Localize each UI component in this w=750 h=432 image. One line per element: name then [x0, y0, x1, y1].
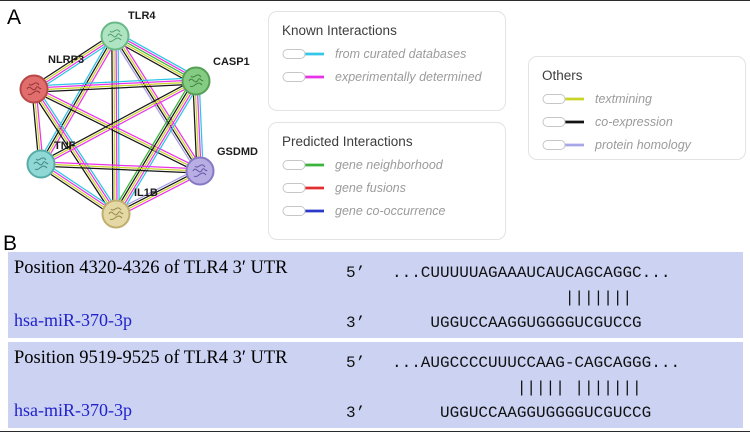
edge-NLRP3-IL1B	[30, 86, 120, 217]
legend-item: from curated databases	[282, 47, 492, 61]
node-GSDMD: GSDMD	[185, 146, 258, 186]
legend-item-label: protein homology	[595, 138, 691, 152]
alignment-sequences: 5’ ...AUGCCCCUUUCCAAG-CAGCAGGG... ||||| |…	[346, 347, 743, 422]
edge-color-swatch-icon	[542, 117, 584, 127]
alignment-sequences: 5’ ...CUUUUUAGAAAUCAUCAGCAGGC... ||||||| 3…	[346, 257, 743, 332]
protein-structure-icon	[107, 29, 123, 43]
node-TLR4: TLR4	[100, 10, 156, 51]
utr-position-label: Position 9519-9525 of TLR4 3′ UTR	[14, 348, 288, 368]
protein-structure-icon	[188, 74, 204, 88]
edge-TLR4-NLRP3	[31, 32, 118, 93]
alignment-left-column: Position 9519-9525 of TLR4 3′ UTR hsa-miR…	[8, 347, 346, 422]
legend-item-label: from curated databases	[335, 47, 467, 61]
mirna-sequence: UGGUCCAAGGUGGGGUCGUCCG	[392, 404, 652, 422]
node-NLRP3: NLRP3	[19, 54, 84, 104]
legend-item-label: experimentally determined	[335, 70, 482, 84]
node-label: TLR4	[128, 10, 156, 22]
node-IL1B: IL1B	[101, 187, 158, 229]
pairing-line: ||||| |||||||	[346, 372, 743, 397]
legend-items: from curated databases experimentally det…	[282, 47, 492, 84]
five-prime-label: 5’	[346, 354, 366, 372]
legend-title: Known Interactions	[282, 23, 397, 38]
mirna-seq-line: 3’ UGGUCCAAGGUGGGGUCGUCCG	[346, 307, 743, 332]
edge-NLRP3-GSDMD	[32, 86, 202, 174]
pairing-bars: |||||||	[392, 289, 633, 307]
edge-CASP1-IL1B	[111, 78, 201, 217]
alignment-row: Position 4320-4326 of TLR4 3′ UTR hsa-miR…	[8, 252, 743, 338]
five-prime-label: 5’	[346, 264, 366, 282]
legend-others: Others textmining co-expression protein ho…	[528, 56, 746, 160]
legend-item: gene fusions	[282, 181, 492, 195]
alignment-left-column: Position 4320-4326 of TLR4 3′ UTR hsa-miR…	[8, 257, 346, 332]
node-label: IL1B	[134, 187, 158, 199]
legend-item-label: textmining	[595, 92, 652, 106]
legend-item: gene co-occurrence	[282, 204, 492, 218]
node-label: CASP1	[213, 56, 250, 68]
target-seq-line: 5’ ...AUGCCCCUUUCCAAG-CAGCAGGG...	[346, 347, 743, 372]
edge-color-swatch-icon	[282, 183, 324, 193]
legend-item-label: gene fusions	[335, 181, 406, 195]
alignment-row: Position 9519-9525 of TLR4 3′ UTR hsa-miR…	[8, 342, 743, 428]
legend-items: textmining co-expression protein homology	[542, 92, 732, 152]
legend-item: protein homology	[542, 138, 732, 152]
edge-TNF-GSDMD	[40, 161, 201, 174]
node-label: NLRP3	[48, 54, 84, 66]
targetscan-alignment: Position 4320-4326 of TLR4 3′ UTR hsa-miR…	[8, 252, 743, 431]
edge-CASP1-TNF	[39, 78, 198, 167]
edge-TNF-IL1B	[38, 160, 119, 218]
edge-CASP1-GSDMD	[192, 80, 204, 172]
edge-color-swatch-icon	[282, 160, 324, 170]
mirna-sequence: UGGUCCAAGGUGGGGUCGUCCG	[392, 314, 642, 332]
protein-structure-icon	[192, 164, 208, 178]
panel-b-label: B	[3, 232, 18, 255]
three-prime-label: 3’	[346, 404, 366, 422]
legend-item: co-expression	[542, 115, 732, 129]
edge-TLR4-TNF	[37, 34, 119, 166]
legend-item-label: gene neighborhood	[335, 158, 443, 172]
legend-title: Predicted Interactions	[282, 134, 413, 149]
legend-predicted-interactions: Predicted Interactions gene neighborhood…	[268, 122, 506, 240]
target-sequence: ...AUGCCCCUUUCCAAG-CAGCAGGG...	[392, 354, 681, 372]
node-label: TNF	[54, 140, 76, 152]
edge-color-swatch-icon	[282, 206, 324, 216]
panel-a-label: A	[7, 6, 22, 29]
edge-color-swatch-icon	[542, 140, 584, 150]
utr-position-label: Position 4320-4326 of TLR4 3′ UTR	[14, 258, 288, 278]
mirna-name: hsa-miR-370-3p	[14, 310, 132, 330]
target-seq-line: 5’ ...CUUUUUAGAAAUCAUCAGCAGGC...	[346, 257, 743, 282]
protein-structure-icon	[26, 82, 42, 96]
edge-NLRP3-CASP1	[33, 77, 197, 93]
node-TNF: TNF	[26, 140, 76, 179]
legend-item: gene neighborhood	[282, 158, 492, 172]
pairing-line: |||||||	[346, 282, 743, 307]
node-CASP1: CASP1	[181, 56, 250, 96]
edge-color-swatch-icon	[542, 94, 584, 104]
pairing-bars: ||||| |||||||	[392, 379, 642, 397]
mirna-seq-line: 3’ UGGUCCAAGGUGGGGUCGUCCG	[346, 397, 743, 422]
legend-item: experimentally determined	[282, 70, 492, 84]
mirna-name: hsa-miR-370-3p	[14, 400, 132, 420]
legend-title: Others	[542, 68, 583, 83]
legend-item-label: co-expression	[595, 115, 673, 129]
legend-item-label: gene co-occurrence	[335, 204, 446, 218]
edge-color-swatch-icon	[282, 72, 324, 82]
legend-item: textmining	[542, 92, 732, 106]
ppi-network-diagram: TLR4 NLRP3 CASP1 TNF GSDMD IL1B	[19, 10, 258, 229]
node-label: GSDMD	[217, 146, 258, 158]
protein-structure-icon	[33, 157, 49, 171]
legend-known-interactions: Known Interactions from curated database…	[268, 11, 506, 111]
edge-GSDMD-IL1B	[114, 167, 202, 218]
three-prime-label: 3’	[346, 314, 366, 332]
protein-structure-icon	[108, 207, 124, 221]
legend-items: gene neighborhood gene fusions gene co-occ…	[282, 158, 492, 218]
target-sequence: ...CUUUUUAGAAAUCAUCAGCAGGC...	[392, 264, 671, 282]
edge-color-swatch-icon	[282, 49, 324, 59]
